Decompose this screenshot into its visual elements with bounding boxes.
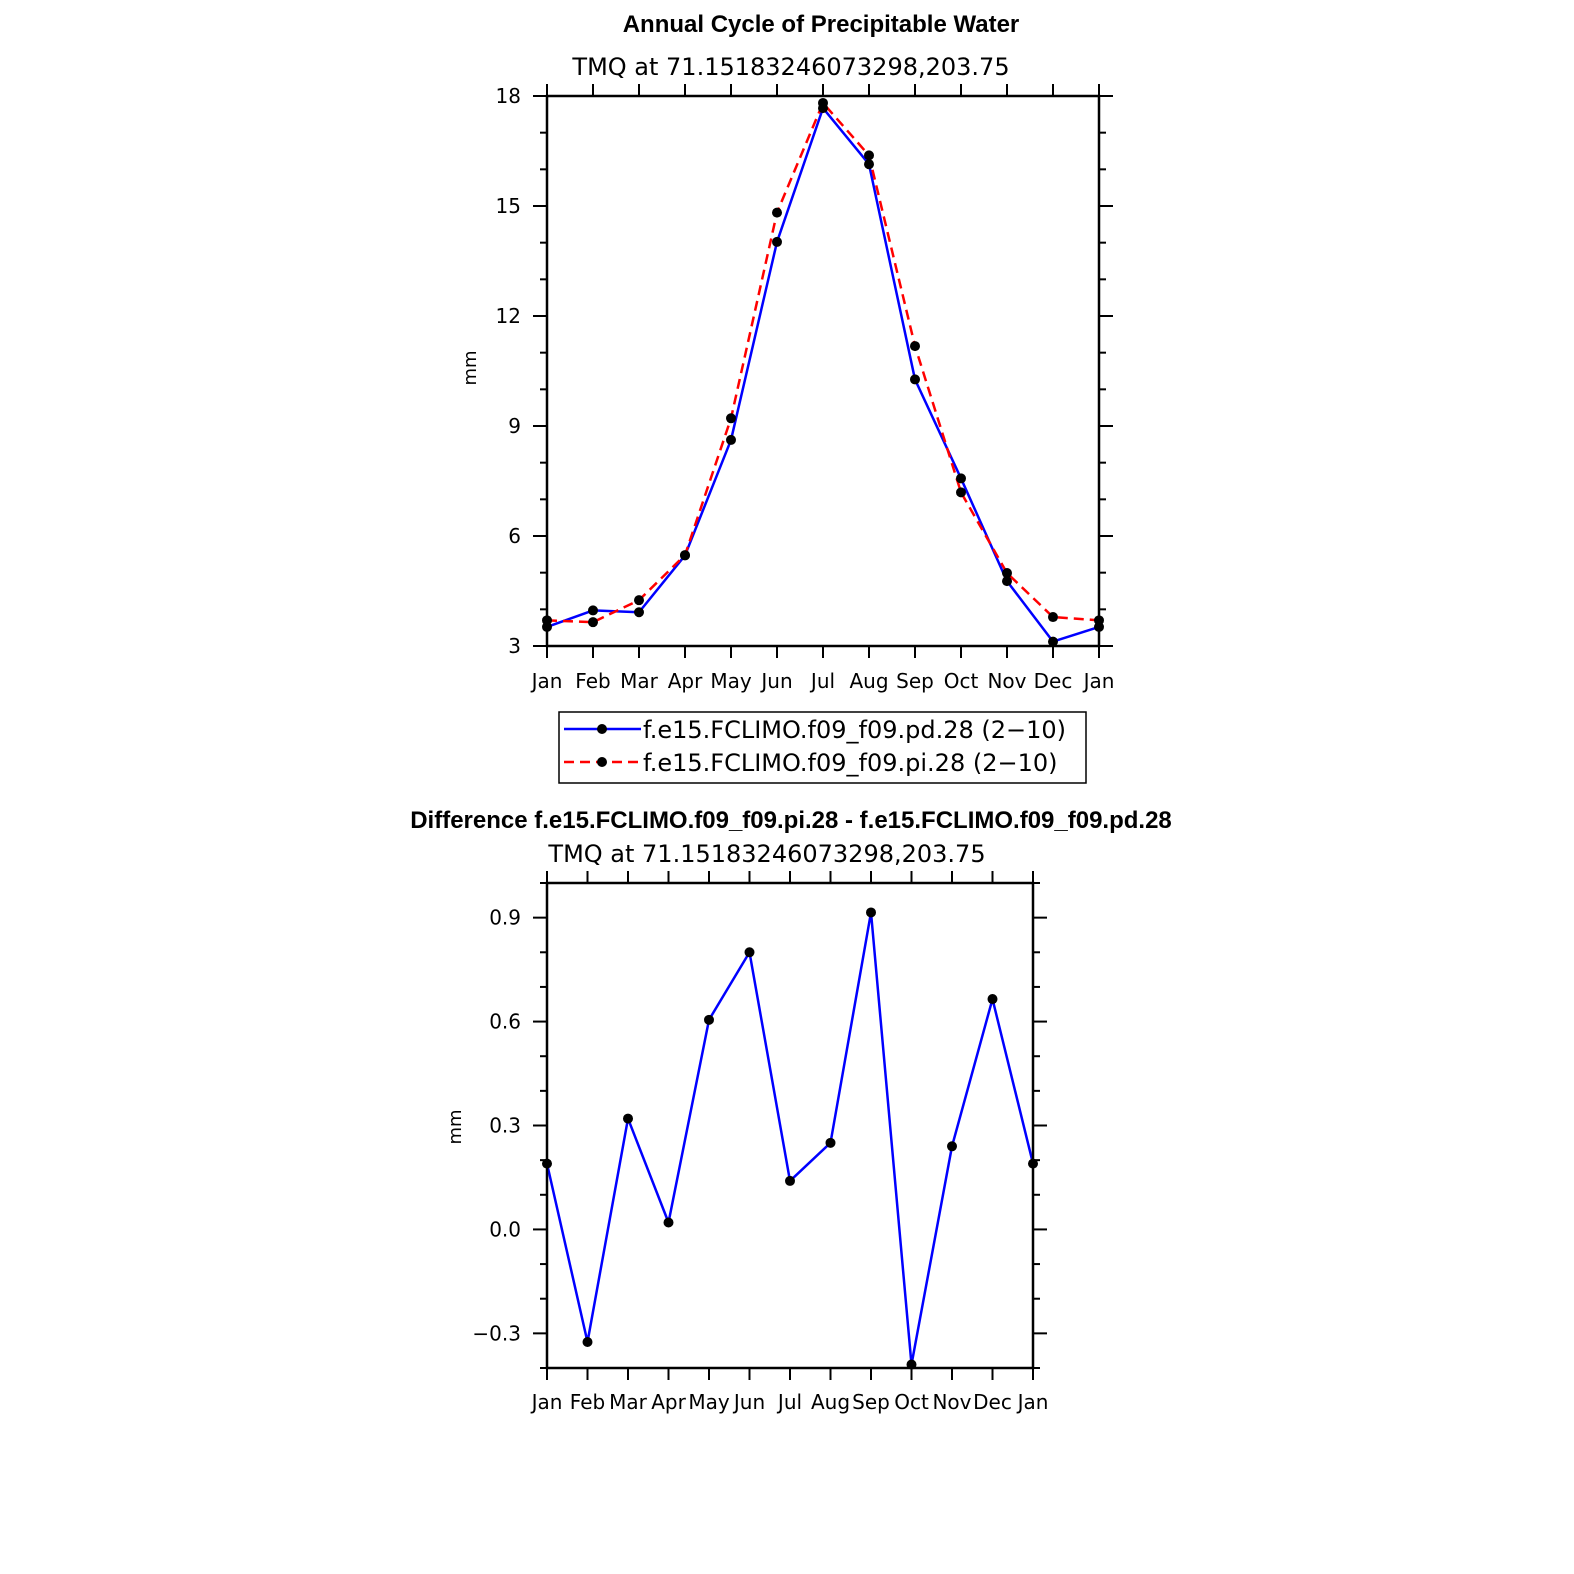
x-tick-label: Jun <box>759 669 792 693</box>
y-tick-label: 9 <box>508 414 521 438</box>
x-tick-label: Oct <box>894 1390 929 1414</box>
x-tick-label: Sep <box>852 1390 890 1414</box>
data-point <box>947 1141 957 1152</box>
data-point <box>910 374 920 385</box>
x-tick-label: Sep <box>896 669 934 693</box>
data-point <box>825 1137 836 1148</box>
data-point <box>956 487 966 498</box>
x-tick-label: Dec <box>973 1390 1012 1414</box>
legend: f.e15.FCLIMO.f09_f09.pd.28 (2−10) f.e15.… <box>558 711 1087 784</box>
data-point <box>1048 612 1058 623</box>
x-tick-label: Oct <box>944 669 979 693</box>
data-point <box>704 1014 714 1025</box>
data-point <box>634 595 644 606</box>
chart-subtitle: TMQ at 71.15183246073298,203.75 <box>571 53 1009 81</box>
y-tick-label: 0.0 <box>489 1217 521 1241</box>
y-tick-label: 3 <box>508 634 521 658</box>
legend-label-pi: f.e15.FCLIMO.f09_f09.pi.28 (2−10) <box>643 749 1057 777</box>
x-tick-label: Jul <box>809 669 835 693</box>
data-point <box>1048 636 1058 647</box>
data-point <box>818 97 828 108</box>
data-point <box>772 236 782 247</box>
data-point <box>1002 568 1012 579</box>
chart-title: Difference f.e15.FCLIMO.f09_f09.pi.28 - … <box>410 807 1172 834</box>
series-line-1 <box>546 101 1100 624</box>
x-tick-label: Jul <box>776 1390 802 1414</box>
x-tick-label: Jan <box>1082 669 1115 693</box>
data-point <box>1002 576 1012 587</box>
y-tick-label: 0.6 <box>489 1010 521 1034</box>
y-tick-label: 6 <box>508 524 521 548</box>
data-point <box>588 617 598 628</box>
legend-entry-pd: f.e15.FCLIMO.f09_f09.pd.28 (2−10) <box>564 716 1066 744</box>
difference-chart: Difference f.e15.FCLIMO.f09_f09.pi.28 - … <box>410 807 1172 1414</box>
x-tick-label: Jun <box>732 1390 765 1414</box>
x-tick-label: May <box>688 1390 730 1414</box>
y-axis-label: mm <box>460 350 481 385</box>
x-tick-label: Apr <box>651 1390 686 1414</box>
data-point <box>680 550 690 561</box>
legend-label-pd: f.e15.FCLIMO.f09_f09.pd.28 (2−10) <box>643 716 1066 744</box>
x-tick-label: Aug <box>811 1390 850 1414</box>
x-tick-label: Mar <box>609 1390 648 1414</box>
data-point <box>726 413 736 424</box>
data-point <box>987 994 998 1005</box>
legend-marker-pd <box>597 724 607 734</box>
x-tick-label: Dec <box>1034 669 1073 693</box>
x-tick-label: Mar <box>620 669 659 693</box>
y-tick-label: −0.3 <box>472 1321 521 1345</box>
plot-frame <box>545 94 1101 648</box>
data-point <box>663 1217 674 1228</box>
data-point <box>864 159 874 170</box>
y-tick-label: 18 <box>496 84 521 108</box>
data-point <box>623 1113 633 1124</box>
legend-marker-pi <box>597 757 607 767</box>
x-tick-label: May <box>710 669 752 693</box>
y-tick-label: 12 <box>496 304 521 328</box>
data-point <box>956 473 966 484</box>
y-axis-label: mm <box>445 1109 466 1144</box>
data-point <box>910 341 920 352</box>
series-line-0 <box>546 106 1100 643</box>
data-point <box>864 150 874 161</box>
x-tick-label: Apr <box>668 669 703 693</box>
data-point <box>744 947 755 958</box>
x-tick-label: Jan <box>530 1390 563 1414</box>
tick-marks <box>533 84 1113 658</box>
chart-subtitle: TMQ at 71.15183246073298,203.75 <box>547 840 985 868</box>
x-tick-label: Jan <box>530 669 563 693</box>
data-point <box>866 907 876 918</box>
x-tick-label: Nov <box>987 669 1026 693</box>
data-point <box>634 607 644 618</box>
tick-labels: Jan Feb Mar Apr May Jun Jul Aug Sep Oct Nov Dec Jan 3… <box>496 84 1115 693</box>
x-tick-label: Nov <box>932 1390 971 1414</box>
tick-labels: Jan Feb Mar Apr May Jun Jul Aug Sep Oct Nov Dec Jan−… <box>472 906 1048 1414</box>
tick-marks <box>533 871 1047 1380</box>
data-point <box>785 1175 795 1186</box>
y-tick-label: 0.3 <box>489 1114 521 1138</box>
x-tick-label: Feb <box>575 669 610 693</box>
x-tick-label: Feb <box>570 1390 605 1414</box>
plot-frame <box>545 881 1035 1370</box>
legend-entry-pi: f.e15.FCLIMO.f09_f09.pi.28 (2−10) <box>564 749 1057 777</box>
series-lines <box>542 907 1038 1370</box>
x-tick-label: Jan <box>1016 1390 1049 1414</box>
data-point <box>582 1337 593 1348</box>
annual-cycle-chart: Annual Cycle of Precipitable Water TMQ a… <box>460 11 1115 784</box>
y-tick-label: 15 <box>496 194 521 218</box>
data-point <box>772 207 782 218</box>
data-point <box>726 434 736 445</box>
series-lines <box>542 97 1104 647</box>
data-point <box>588 605 598 616</box>
y-tick-label: 0.9 <box>489 906 521 930</box>
series-line-0 <box>545 911 1035 1366</box>
chart-title: Annual Cycle of Precipitable Water <box>623 11 1020 38</box>
x-tick-label: Aug <box>849 669 888 693</box>
legend-box <box>558 711 1087 784</box>
